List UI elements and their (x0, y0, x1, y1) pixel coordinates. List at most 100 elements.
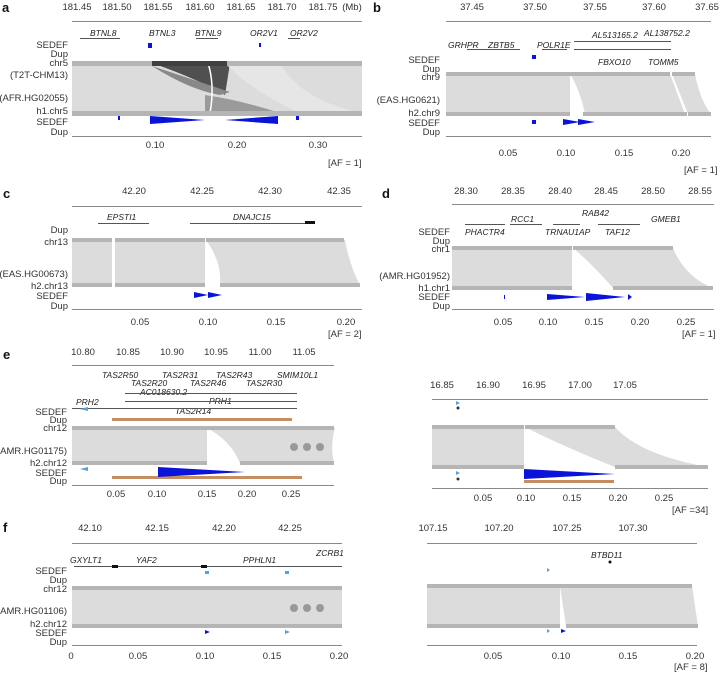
axis-tick: 28.40 (548, 186, 572, 197)
bottom-axis (452, 309, 714, 310)
query-sample-label: (AMR.HG01106) (0, 606, 67, 617)
ref-assembly-label: (T2T-CHM13) (9, 70, 68, 81)
gene-model (553, 224, 580, 225)
gene-label: RAB42 (582, 208, 609, 218)
axis-tick: 181.70 (267, 2, 297, 13)
track-label-dup: Dup (50, 301, 68, 312)
track-label-sedef: SEDEF (36, 40, 68, 51)
bottom-axis (446, 136, 711, 137)
gene-label: TAS2R20 (131, 378, 168, 388)
gene-label: BTNL8 (90, 28, 117, 38)
gene-model (467, 49, 520, 50)
axis-tick: 37.50 (523, 2, 547, 13)
allele-frequency: [AF = 8] (674, 662, 708, 673)
track-label-sedef: SEDEF (35, 407, 67, 418)
track-label-sedef: SEDEF (36, 117, 68, 128)
panel-f: f 42.10 42.15 42.20 42.25 GXYLT1 YAF2 PP… (0, 520, 721, 673)
axis-tick: 181.50 (102, 2, 132, 13)
axis-tick: 42.30 (258, 186, 282, 197)
query-track-label: h2.chr12 (30, 619, 67, 630)
axis-tick: 0.15 (262, 651, 282, 662)
gene-label: RCC1 (511, 214, 535, 224)
axis-tick: 0 (68, 651, 74, 662)
gene-label: SMIM10L1 (277, 370, 319, 380)
axis-tick: 0.10 (516, 493, 536, 504)
query-sample-label: (EAS.HG0621) (376, 95, 440, 106)
ellipsis-dot (316, 443, 324, 451)
track-label-sedef: SEDEF (35, 468, 67, 479)
gene-model (510, 224, 542, 225)
axis-tick: 28.30 (454, 186, 478, 197)
gene-label: AL138752.2 (644, 28, 690, 38)
alignment-ribbons-left (72, 407, 335, 479)
ellipsis-dot (303, 443, 311, 451)
axis-tick: 16.90 (476, 380, 500, 391)
bottom-axis (72, 485, 334, 486)
axis-tick: 0.20 (630, 317, 650, 328)
axis-tick: 16.85 (430, 380, 454, 391)
axis-tick: 0.05 (130, 317, 150, 328)
gene-label: ZBTB5 (488, 40, 515, 50)
axis-tick: 0.30 (308, 140, 328, 151)
ellipsis-dot (290, 604, 298, 612)
gene-label: AC018630.2 (140, 387, 188, 397)
track-label-dup: Dup (50, 49, 68, 60)
axis-tick: 0.15 (614, 148, 634, 159)
ref-track-label: chr13 (44, 237, 68, 248)
axis-tick: 0.25 (654, 493, 674, 504)
track-label-dup: Dup (49, 476, 67, 487)
gene-label: TAS2R43 (216, 370, 253, 380)
axis-tick: 42.25 (278, 523, 302, 534)
allele-frequency: [AF = 1] (328, 158, 362, 169)
allele-frequency: [AF =34] (672, 505, 709, 516)
axis-tick: 107.20 (484, 523, 514, 534)
top-axis (446, 21, 711, 22)
axis-tick: 0.20 (329, 651, 349, 662)
ref-track-label: chr9 (421, 72, 440, 83)
track-label-sedef: SEDEF (35, 566, 67, 577)
track-label-dup: Dup (432, 236, 450, 247)
alignment-ribbons (72, 238, 360, 298)
gene-label: GMEB1 (651, 214, 681, 224)
alignment-ribbons (72, 43, 362, 124)
bottom-axis (432, 488, 708, 489)
axis-tick: 0.05 (128, 651, 148, 662)
panel-label: e (3, 347, 11, 362)
query-track-label: h1.chr5 (36, 106, 68, 117)
axis-tick: 10.85 (116, 347, 140, 358)
gene-label: PHACTR4 (465, 227, 505, 237)
gene-label: AL513165.2 (592, 30, 638, 40)
panel-e: e 10.80 10.85 10.90 10.95 11.00 11.05 TA… (0, 345, 721, 516)
gene-label: TAS2R30 (246, 378, 283, 388)
panel-b: b 37.45 37.50 37.55 37.60 37.65 GRHPR ZB… (370, 0, 721, 140)
top-axis (72, 365, 334, 366)
gene-label: TAS2R14 (175, 406, 212, 416)
allele-frequency: [AF = 2] (328, 329, 362, 340)
axis-tick: 28.35 (501, 186, 525, 197)
ellipsis-dot (316, 604, 324, 612)
top-axis (72, 543, 342, 544)
ref-track-label: chr5 (49, 58, 68, 69)
allele-frequency: [AF = 1] (682, 329, 716, 340)
gene-model (196, 38, 218, 39)
track-label-dup: Dup (432, 301, 450, 312)
alignment-ribbons (446, 55, 711, 125)
axis-tick: 0.05 (493, 317, 513, 328)
top-axis (72, 21, 362, 22)
axis-tick: 0.15 (584, 317, 604, 328)
gene-label: PPHLN1 (243, 555, 277, 565)
axis-tick: 0.10 (198, 317, 218, 328)
exon-block (112, 565, 118, 568)
query-sample-label: (AMR.HG01952) (379, 271, 450, 282)
axis-tick: 28.55 (688, 186, 712, 197)
allele-frequency: [AF = 1] (684, 165, 718, 176)
gene-model (72, 408, 297, 409)
gene-model (74, 566, 342, 567)
axis-tick: 0.05 (483, 651, 503, 662)
track-label-sedef: SEDEF (408, 55, 440, 66)
axis-tick: 0.10 (551, 651, 571, 662)
gene-label: BTNL3 (149, 28, 176, 38)
gene-label: PRH2 (76, 397, 99, 407)
gene-model (542, 49, 567, 50)
track-label-dup: Dup (422, 64, 440, 75)
